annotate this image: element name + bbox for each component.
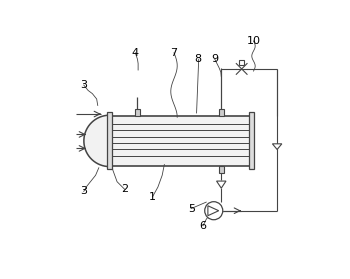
Polygon shape — [217, 181, 226, 188]
Circle shape — [205, 202, 223, 220]
Bar — [219, 109, 224, 116]
Text: 3: 3 — [80, 80, 87, 90]
Bar — [219, 166, 224, 173]
Polygon shape — [272, 144, 282, 150]
Bar — [135, 109, 140, 116]
Bar — [110, 116, 251, 166]
Text: 8: 8 — [194, 54, 201, 64]
Bar — [249, 112, 254, 169]
Text: 7: 7 — [170, 48, 177, 58]
Polygon shape — [84, 115, 110, 167]
Text: 5: 5 — [188, 204, 195, 213]
Text: 3: 3 — [80, 186, 87, 196]
Text: 4: 4 — [132, 48, 139, 58]
Text: 10: 10 — [246, 36, 260, 46]
Text: 6: 6 — [199, 221, 206, 231]
Bar — [239, 60, 244, 65]
Text: 1: 1 — [149, 192, 156, 202]
Bar — [107, 112, 112, 169]
Polygon shape — [208, 206, 219, 216]
Text: 9: 9 — [211, 54, 218, 64]
Text: 2: 2 — [121, 184, 128, 194]
